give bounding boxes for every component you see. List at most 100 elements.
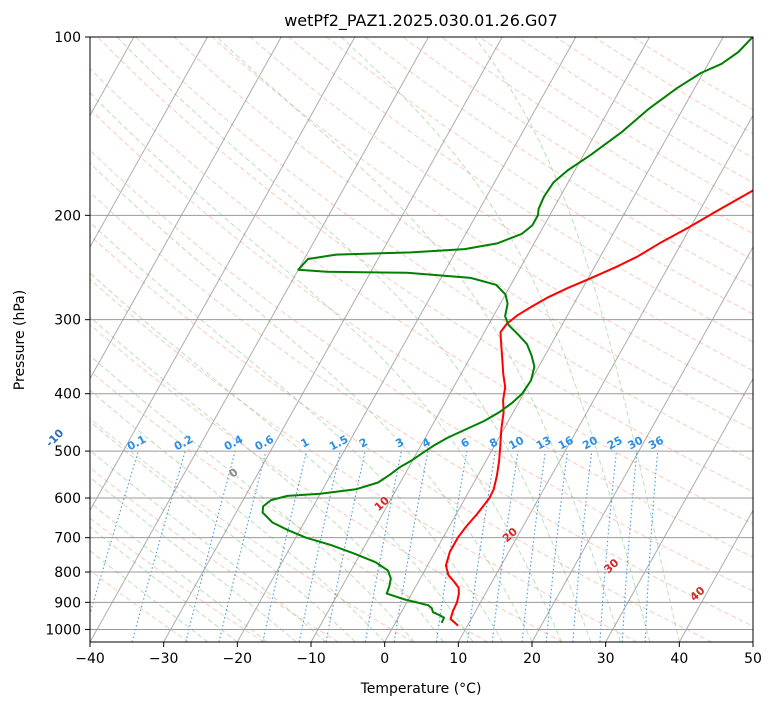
x-tick-label: −40	[75, 651, 105, 667]
mixing-ratio-label: 20	[580, 434, 600, 453]
isotherm	[457, 114, 753, 642]
x-tick-label: 50	[744, 651, 762, 667]
dry-adiabat	[90, 370, 488, 642]
mixing-ratio-line	[644, 451, 659, 642]
dry-adiabat	[173, 37, 753, 431]
dry-adiabat	[90, 234, 712, 642]
x-tick-label: 20	[523, 651, 541, 667]
mixing-ratio-label: 25	[605, 434, 625, 453]
isotherm	[752, 640, 753, 642]
isotherm	[605, 377, 753, 642]
y-tick-label: 800	[54, 565, 81, 581]
mixing-ratio-line	[325, 450, 366, 642]
dewpoint-profile	[261, 37, 753, 624]
dry-adiabat	[364, 37, 753, 288]
dry-adiabat	[90, 108, 753, 558]
plot-frame	[89, 36, 754, 643]
mixing-ratio-label: 16	[556, 434, 576, 453]
dry-adiabat	[402, 37, 753, 261]
moist-adiabat	[116, 37, 592, 642]
moist-adiabat	[90, 420, 356, 642]
mixing-ratio-line	[572, 451, 593, 642]
mixing-ratio-line	[90, 450, 139, 616]
background-lines	[90, 37, 753, 642]
x-tick-label: 0	[380, 651, 389, 667]
x-tick-label: 40	[670, 651, 688, 667]
moist-adiabat	[90, 92, 562, 642]
y-tick-label: 200	[54, 208, 81, 224]
dry-adiabat	[440, 37, 753, 235]
mixing-ratio-line	[545, 451, 569, 642]
y-tick-label: 600	[54, 491, 81, 507]
dry-adiabat	[90, 517, 264, 642]
axes: −40 −30 −20 −10 0 10 20 30 40 50 100 200 300 400 500 60…	[45, 30, 762, 667]
moist-adiabat	[90, 449, 327, 642]
mixing-ratio-label: 13	[534, 434, 554, 453]
isotherm	[163, 37, 503, 642]
dry-adiabat	[90, 191, 753, 627]
mixing-ratio-label: 0.6	[253, 433, 277, 454]
isotherm	[531, 246, 753, 642]
dry-adiabat	[249, 37, 753, 372]
chart-title: wetPf2_PAZ1.2025.030.01.26.G07	[284, 11, 558, 31]
moist-adiabat-label: 40	[688, 584, 708, 604]
x-tick-label: −20	[223, 651, 253, 667]
moist-adiabat	[90, 502, 268, 642]
isotherm	[678, 509, 753, 642]
moist-adiabat	[90, 316, 444, 642]
x-tick-label: 30	[597, 651, 615, 667]
dry-adiabat	[90, 67, 753, 525]
dry-adiabat	[90, 569, 190, 642]
mixing-ratio-line	[218, 450, 267, 642]
x-tick-label: 10	[449, 651, 467, 667]
moist-adiabat	[90, 526, 238, 642]
y-tick-label: 500	[54, 444, 81, 460]
y-tick-label: 400	[54, 387, 81, 403]
isotherm	[236, 37, 577, 642]
dry-adiabat	[593, 37, 753, 135]
dry-adiabat	[90, 417, 414, 642]
x-tick-label: −10	[296, 651, 326, 667]
dry-adiabat	[211, 37, 753, 401]
isotherm	[90, 37, 282, 380]
isotherm	[90, 37, 429, 642]
mixing-ratio-line	[262, 450, 308, 642]
dry-adiabat	[135, 37, 753, 461]
mixing-ratio-line	[435, 451, 468, 642]
mixing-ratio-label: 0.2	[172, 433, 195, 454]
dry-adiabat	[631, 37, 753, 111]
moist-adiabat	[90, 389, 386, 642]
mixing-ratio-line	[466, 451, 496, 642]
mixing-ratio-line	[298, 450, 341, 642]
profiles	[261, 37, 753, 627]
moist-adiabat	[90, 272, 474, 642]
dry-adiabat	[90, 323, 563, 642]
y-tick-label: 300	[54, 313, 81, 329]
dry-adiabat	[326, 37, 753, 315]
grid	[0, 37, 753, 642]
mixing-ratio-line	[185, 450, 236, 642]
dry-adiabat	[90, 466, 339, 642]
moist-adiabat	[90, 354, 415, 642]
moist-adiabat	[90, 162, 533, 642]
mixing-ratio-label: 3	[393, 435, 406, 450]
y-tick-label: 900	[54, 595, 81, 611]
y-tick-label: 1000	[45, 622, 81, 638]
y-tick-label: 100	[54, 30, 81, 46]
isotherm	[384, 37, 724, 642]
x-axis-label: Temperature (°C)	[360, 681, 482, 697]
mixing-ratio-label: 1	[299, 435, 312, 450]
moist-adiabat	[340, 37, 651, 642]
mixing-ratio-label: 1.5	[327, 433, 350, 454]
temperature-profile	[444, 189, 753, 627]
mixing-ratio-line	[491, 451, 519, 642]
moist-adiabat	[474, 37, 680, 642]
y-axis-label: Pressure (hPa)	[12, 290, 28, 390]
moist-adiabat-label: 20	[500, 525, 520, 545]
moist-adiabat	[90, 550, 209, 642]
moist-adiabat	[90, 476, 297, 642]
y-tick-label: 700	[54, 531, 81, 547]
isotherm	[0, 37, 60, 642]
moist-adiabat	[90, 221, 503, 642]
